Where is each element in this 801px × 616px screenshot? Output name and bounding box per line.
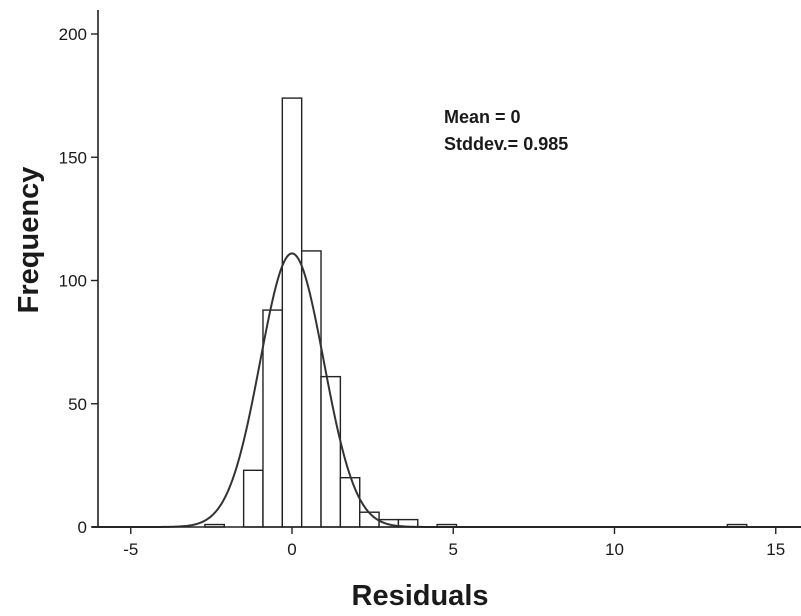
annotation-stddev: Stddev.= 0.985 [444,134,568,154]
y-tick-label: 100 [59,272,87,291]
x-tick-label: 5 [449,540,458,559]
bars-layer [204,97,748,528]
x-tick-label: 0 [287,540,296,559]
x-axis-title: Residuals [352,580,489,611]
normal-curve [92,252,801,528]
histogram-bar [262,309,284,528]
annotation-mean: Mean = 0 [444,107,521,127]
y-tick-label: 50 [68,395,87,414]
histogram-bar [339,477,361,528]
x-tick-label: 15 [766,540,785,559]
y-tick-label: 150 [59,148,87,167]
y-tick-label: 200 [59,25,87,44]
x-tick-label: 10 [605,540,624,559]
axes-layer: 0 50 100 150 200 -5 0 5 10 15 [59,10,801,559]
histogram-bar [300,250,322,528]
x-tick-label: -5 [123,540,138,559]
histogram-bar [281,97,303,528]
histogram-bar [242,469,264,528]
y-axis-title: Frequency [13,167,45,314]
y-tick-label: 0 [78,518,87,537]
